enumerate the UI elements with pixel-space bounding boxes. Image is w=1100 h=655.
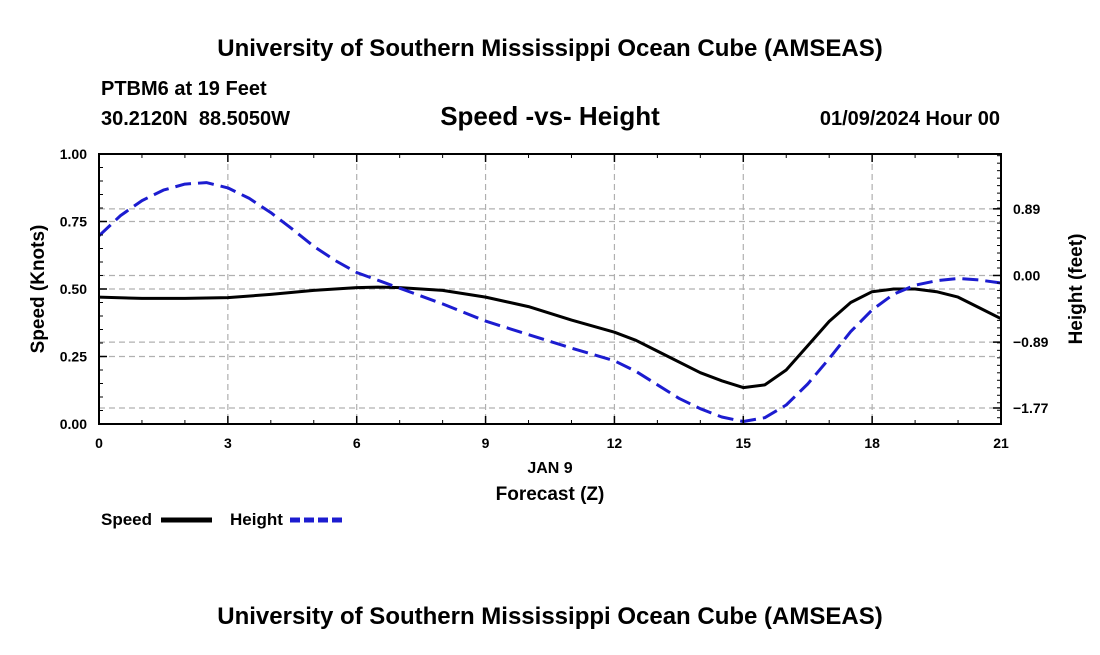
series-line-speed: [98, 285, 1002, 390]
chart-subtitle: Speed -vs- Height: [440, 101, 660, 131]
y-right-tick-label: −1.77: [1013, 400, 1049, 416]
x-tick-label: 6: [353, 435, 361, 451]
y-left-tick-label: 0.00: [60, 416, 87, 432]
series-group: [97, 181, 1002, 423]
x-tick-label: 15: [735, 435, 751, 451]
x-tick-label: 21: [993, 435, 1009, 451]
y-left-tick-label: 1.00: [60, 146, 87, 162]
footer-title: University of Southern Mississippi Ocean…: [217, 603, 882, 630]
y-left-tick-label: 0.25: [60, 349, 87, 365]
series-line-height: [97, 181, 1002, 423]
y-axis-label-left: Speed (Knots): [28, 225, 49, 354]
y-right-tick-label: 0.00: [1013, 267, 1040, 283]
x-axis-label: Forecast (Z): [496, 484, 605, 505]
grid: [99, 153, 1001, 425]
x-tick-label: 18: [864, 435, 880, 451]
y-left-tick-label: 0.75: [60, 214, 87, 230]
y-right-tick-label: −0.89: [1013, 334, 1049, 350]
station-label: PTBM6 at 19 Feet: [101, 78, 267, 100]
y-axis-label-right: Height (feet): [1066, 234, 1087, 345]
x-tick-label: 12: [607, 435, 623, 451]
coordinates-label: 30.2120N 88.5050W: [101, 108, 290, 130]
x-tick-label: 0: [95, 435, 103, 451]
x-tick-label: 9: [482, 435, 490, 451]
legend: Speed Height: [101, 510, 342, 529]
x-tick-label: 3: [224, 435, 232, 451]
chart-title: University of Southern Mississippi Ocean…: [217, 35, 882, 62]
legend-label-speed: Speed: [101, 510, 152, 529]
axis-ticks: 0 3 6 9 12 15 18 21 0.00 0.25 0.50 0.75 1.00 0.89 0.00…: [60, 146, 1049, 451]
y-right-tick-label: 0.89: [1013, 201, 1040, 217]
x-axis-date-label: JAN 9: [527, 460, 572, 477]
datetime-label: 01/09/2024 Hour 00: [820, 108, 1000, 130]
y-left-tick-label: 0.50: [60, 281, 87, 297]
legend-label-height: Height: [230, 510, 283, 529]
